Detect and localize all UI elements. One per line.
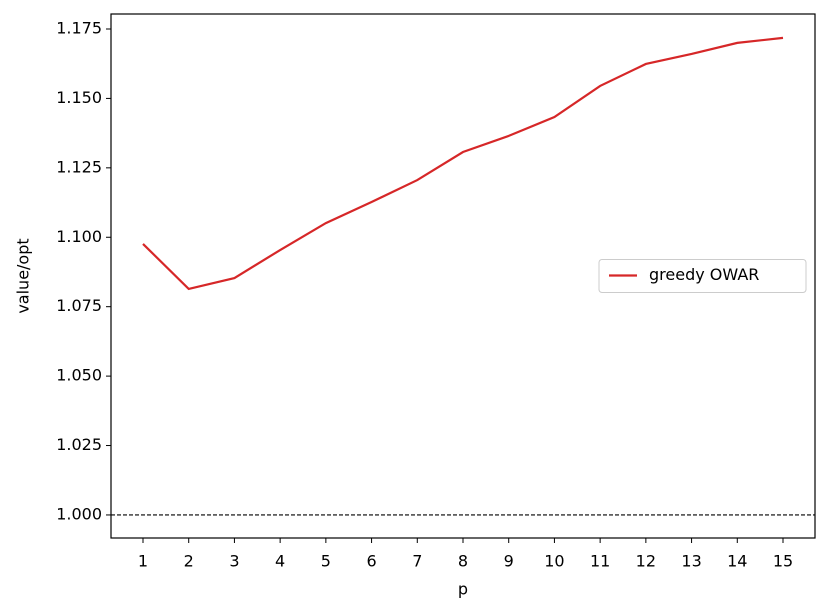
x-tick-label: 5 (321, 552, 331, 571)
line-series (142, 36, 784, 291)
y-axis-label: value/opt (14, 238, 33, 313)
x-axis-label: p (458, 580, 468, 599)
x-tick-label: 8 (458, 552, 468, 571)
y-tick-label: 1.025 (56, 435, 102, 454)
y-tick-label: 1.125 (56, 157, 102, 176)
x-tick-label: 3 (229, 552, 239, 571)
x-tick-label: 6 (366, 552, 376, 571)
x-tick-label: 10 (544, 552, 564, 571)
x-tick-label: 13 (681, 552, 701, 571)
y-tick-label: 1.000 (56, 504, 102, 523)
plot-frame (110, 13, 816, 539)
x-tick-label: 2 (184, 552, 194, 571)
x-tick-label: 1 (138, 552, 148, 571)
x-tick-label: 12 (636, 552, 656, 571)
y-tick-label: 1.075 (56, 296, 102, 315)
x-tick-label: 7 (412, 552, 422, 571)
y-tick-label: 1.100 (56, 227, 102, 246)
x-tick-label: 9 (504, 552, 514, 571)
x-tick-label: 15 (773, 552, 793, 571)
legend-box (598, 259, 807, 293)
y-tick-label: 1.150 (56, 88, 102, 107)
x-tick-label: 4 (275, 552, 285, 571)
y-tick-label: 1.050 (56, 366, 102, 385)
legend-label: greedy OWAR (649, 265, 759, 284)
x-tick-label: 11 (590, 552, 610, 571)
y-tick-label: 1.175 (56, 18, 102, 37)
x-tick-label: 14 (727, 552, 747, 571)
